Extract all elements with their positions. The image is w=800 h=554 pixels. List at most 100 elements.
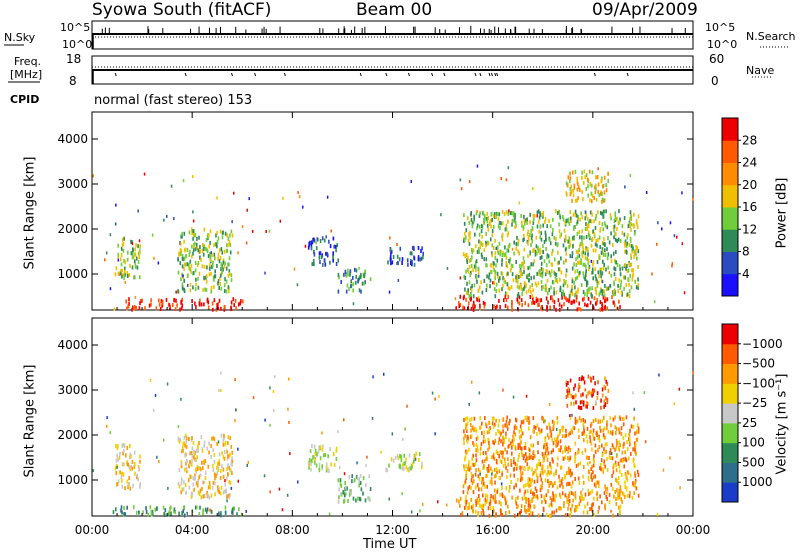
power-cell <box>501 271 504 276</box>
velocity-cell <box>633 491 636 495</box>
power-cell <box>475 211 478 216</box>
velocity-cell <box>637 473 640 478</box>
power-cell <box>583 235 585 240</box>
velocity-cell <box>145 509 148 514</box>
velocity-cell <box>185 437 188 442</box>
power-cell <box>571 266 574 271</box>
power-cell <box>616 216 618 221</box>
velocity-cell <box>637 493 640 498</box>
power-cell <box>599 300 602 305</box>
velocity-cell <box>130 465 132 469</box>
power-cell <box>594 274 597 279</box>
velocity-cell <box>464 433 466 438</box>
velocity-cell <box>139 459 141 464</box>
velocity-colorbar-swatch <box>722 343 738 365</box>
velocity-cell <box>568 494 570 499</box>
velocity-cell <box>138 467 140 472</box>
power-cell <box>136 265 139 270</box>
power-cell <box>609 284 611 288</box>
velocity-cell <box>518 452 520 457</box>
velocity-cell <box>121 478 123 483</box>
velocity-cell <box>517 446 519 451</box>
velocity-cell <box>347 499 349 503</box>
velocity-cell <box>518 429 521 434</box>
velocity-cell <box>228 465 230 470</box>
power-cell <box>464 253 466 258</box>
velocity-cell <box>616 440 618 445</box>
power-cell <box>529 250 532 255</box>
power-cell <box>579 270 581 275</box>
velocity-cell <box>477 467 480 472</box>
velocity-cell <box>604 442 607 447</box>
velocity-colorbar-tick-label: 100 <box>742 436 765 450</box>
velocity-cell <box>541 481 544 486</box>
velocity-cell <box>593 459 595 464</box>
power-cell <box>595 291 598 296</box>
velocity-cell <box>520 504 523 509</box>
power-cell <box>358 288 361 293</box>
power-cell <box>630 244 633 248</box>
velocity-cell <box>600 458 603 463</box>
power-cell <box>181 234 183 239</box>
power-cell <box>523 269 525 274</box>
power-cell <box>619 217 621 222</box>
velocity-cell <box>506 475 508 479</box>
power-cell <box>224 261 226 266</box>
velocity-cell <box>628 432 631 437</box>
velocity-cell <box>480 442 483 447</box>
velocity-cell <box>366 455 368 459</box>
power-cell <box>608 271 611 275</box>
power-cell <box>131 255 134 260</box>
velocity-cell <box>615 468 618 473</box>
velocity-cell <box>468 460 470 465</box>
velocity-cell <box>469 418 471 423</box>
velocity-cell <box>620 432 623 436</box>
velocity-cell <box>218 511 220 516</box>
velocity-colorbar-swatch <box>722 442 738 463</box>
velocity-cell <box>313 444 316 449</box>
velocity-cell <box>390 457 393 462</box>
power-cell <box>545 246 547 251</box>
velocity-cell <box>479 472 481 476</box>
power-cell <box>603 190 606 195</box>
velocity-cell <box>189 459 191 464</box>
power-cell <box>321 236 324 241</box>
velocity-cell <box>126 505 128 510</box>
velocity-cell <box>224 510 227 515</box>
power-cell <box>129 263 131 268</box>
velocity-cell <box>594 474 596 479</box>
velocity-cell <box>222 474 225 479</box>
power-cell <box>206 265 208 270</box>
velocity-cell <box>459 496 462 501</box>
velocity-ytick-label: 3000 <box>57 383 88 397</box>
velocity-cell <box>322 444 324 449</box>
velocity-cell <box>509 485 511 489</box>
power-cell <box>225 279 228 284</box>
velocity-cell <box>475 509 477 514</box>
velocity-cell <box>117 444 119 449</box>
velocity-cell <box>524 466 526 471</box>
velocity-cell <box>357 496 359 501</box>
velocity-cell <box>505 465 507 470</box>
power-cell <box>569 290 572 295</box>
x-tick-label: 20:00 <box>576 523 611 537</box>
power-cell <box>596 298 598 303</box>
power-cell <box>577 260 579 265</box>
velocity-cell <box>468 402 470 406</box>
velocity-cell <box>525 500 527 504</box>
power-cell <box>510 263 513 268</box>
velocity-cell <box>630 452 632 456</box>
power-cell <box>390 250 392 255</box>
power-cell <box>313 237 315 242</box>
power-cell <box>521 272 524 277</box>
power-cell <box>625 243 628 248</box>
power-cell <box>199 255 201 260</box>
velocity-cell <box>537 513 540 518</box>
velocity-cell <box>315 463 318 468</box>
power-cell <box>508 286 511 291</box>
power-cell <box>311 240 313 245</box>
velocity-cell <box>220 433 223 438</box>
power-cell <box>501 232 504 237</box>
power-cell <box>539 256 542 260</box>
velocity-cell <box>498 418 501 423</box>
